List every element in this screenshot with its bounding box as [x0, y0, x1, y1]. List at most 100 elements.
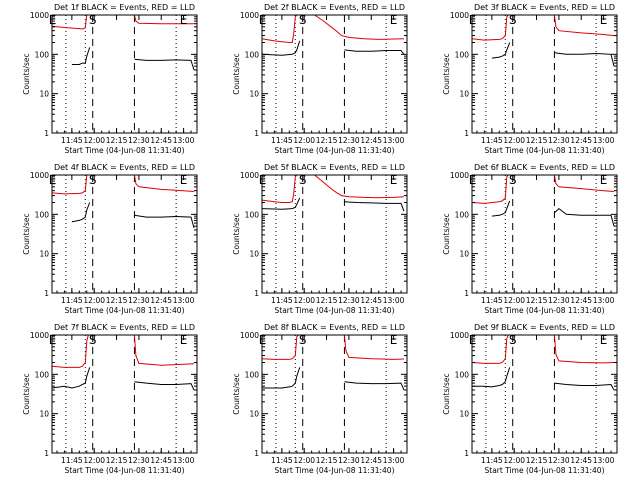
lld-series-line	[52, 15, 194, 30]
x-tick-label: 12:00	[83, 136, 105, 145]
flag-label-e: E	[180, 333, 188, 347]
plot-frame	[471, 14, 618, 134]
panel-det-3: Det 3f BLACK = Events, RED = LLD 1 10 100 10…	[442, 3, 618, 155]
x-tick-label: 12:00	[83, 456, 105, 465]
x-tick-label: 13:00	[593, 296, 615, 305]
plot-frame	[471, 174, 618, 294]
flag-label-e: E	[49, 173, 57, 187]
x-tick-label: 12:15	[316, 296, 338, 305]
flag-label-e: E	[49, 333, 57, 347]
x-tick-label: 12:30	[338, 136, 360, 145]
lld-series-line	[52, 335, 195, 368]
y-tick-label: 10	[249, 90, 259, 99]
x-tick-label: 12:45	[360, 456, 382, 465]
y-tick-label: 100	[455, 50, 470, 59]
x-axis-label: Start Time (04-Jun-08 11:31:40)	[65, 306, 185, 315]
x-tick-label: 11:45	[271, 136, 293, 145]
x-axis-label: Start Time (04-Jun-08 11:31:40)	[275, 146, 395, 155]
x-axis-label: Start Time (04-Jun-08 11:31:40)	[485, 146, 605, 155]
x-tick-label: 13:00	[593, 136, 615, 145]
events-series-line	[344, 201, 405, 212]
y-tick-label: 1	[44, 129, 49, 138]
y-tick-label: 1000	[240, 171, 259, 180]
lld-series-line	[52, 175, 195, 195]
x-axis-label: Start Time (04-Jun-08 11:31:40)	[65, 146, 185, 155]
x-tick-label: 13:00	[383, 136, 405, 145]
panel-title: Det 7f BLACK = Events, RED = LLD	[54, 323, 195, 332]
x-tick-label: 11:45	[61, 456, 83, 465]
events-series-line	[71, 202, 91, 223]
x-tick-label: 12:00	[503, 296, 525, 305]
x-tick-label: 12:30	[338, 456, 360, 465]
x-tick-label: 11:45	[481, 456, 503, 465]
x-tick-label: 12:30	[548, 136, 570, 145]
panel-det-4: Det 4f BLACK = Events, RED = LLD 1 10 100 10…	[22, 163, 198, 315]
flag-label-e: E	[180, 13, 188, 27]
plot-frame	[261, 14, 408, 134]
y-tick-label: 1	[464, 129, 469, 138]
y-tick-label: 1	[464, 289, 469, 298]
panel-title: Det 4f BLACK = Events, RED = LLD	[54, 163, 195, 172]
panel-det-1: Det 1f BLACK = Events, RED = LLD 1 10 100 10…	[22, 3, 198, 155]
flag-label-s: S	[509, 13, 517, 27]
flag-label-e: E	[259, 173, 267, 187]
x-tick-label: 12:15	[106, 296, 128, 305]
flag-label-e: E	[469, 13, 477, 27]
x-axis-label: Start Time (04-Jun-08 11:31:40)	[65, 466, 185, 475]
lld-series-line	[262, 15, 405, 43]
x-axis-label: Start Time (04-Jun-08 11:31:40)	[275, 306, 395, 315]
plot-frame	[51, 334, 198, 454]
panel-title: Det 5f BLACK = Events, RED = LLD	[264, 163, 405, 172]
y-tick-label: 1000	[30, 171, 49, 180]
events-series-line	[134, 214, 195, 229]
panel-title: Det 2f BLACK = Events, RED = LLD	[264, 3, 405, 12]
flag-label-e: E	[600, 13, 608, 27]
plot-frame	[51, 14, 198, 134]
y-tick-label: 10	[39, 90, 49, 99]
events-series-line	[554, 207, 615, 227]
y-tick-label: 1	[254, 289, 259, 298]
flag-label-e: E	[49, 13, 57, 27]
x-tick-label: 13:00	[593, 456, 615, 465]
flag-label-e: E	[390, 173, 398, 187]
x-tick-label: 12:30	[548, 456, 570, 465]
flag-label-s: S	[89, 173, 97, 187]
plot-frame	[261, 334, 408, 454]
x-axis-label: Start Time (04-Jun-08 11:31:40)	[485, 466, 605, 475]
x-tick-label: 12:45	[150, 296, 172, 305]
x-tick-label: 11:45	[271, 456, 293, 465]
y-tick-label: 100	[245, 210, 260, 219]
x-tick-label: 12:45	[360, 136, 382, 145]
y-tick-label: 1000	[450, 331, 469, 340]
x-tick-label: 12:30	[128, 136, 150, 145]
lld-series-line	[472, 335, 615, 364]
y-axis-label: Counts/sec	[22, 373, 31, 414]
x-tick-label: 13:00	[173, 136, 195, 145]
plot-frame	[471, 334, 618, 454]
y-tick-label: 100	[35, 370, 50, 379]
lld-series-line	[262, 335, 405, 360]
x-tick-label: 12:30	[338, 296, 360, 305]
y-tick-label: 100	[455, 210, 470, 219]
panel-title: Det 9f BLACK = Events, RED = LLD	[474, 323, 615, 332]
events-series-line	[554, 382, 615, 391]
events-series-line	[491, 42, 511, 59]
y-tick-label: 100	[245, 370, 260, 379]
x-tick-label: 12:00	[293, 456, 315, 465]
x-tick-label: 12:00	[503, 136, 525, 145]
flag-label-e: E	[469, 173, 477, 187]
y-tick-label: 10	[459, 250, 469, 259]
y-tick-label: 1	[44, 449, 49, 458]
y-tick-label: 10	[249, 250, 259, 259]
x-tick-label: 12:45	[570, 136, 592, 145]
flag-label-e: E	[259, 333, 267, 347]
x-tick-label: 11:45	[481, 136, 503, 145]
x-tick-label: 12:45	[360, 296, 382, 305]
panel-det-6: Det 6f BLACK = Events, RED = LLD 1 10 100 10…	[442, 163, 618, 315]
y-tick-label: 1	[44, 289, 49, 298]
lld-series-line	[262, 175, 405, 203]
panel-det-7: Det 7f BLACK = Events, RED = LLD 1 10 100 10…	[22, 323, 198, 475]
x-tick-label: 11:45	[481, 296, 503, 305]
x-tick-label: 12:15	[526, 456, 548, 465]
